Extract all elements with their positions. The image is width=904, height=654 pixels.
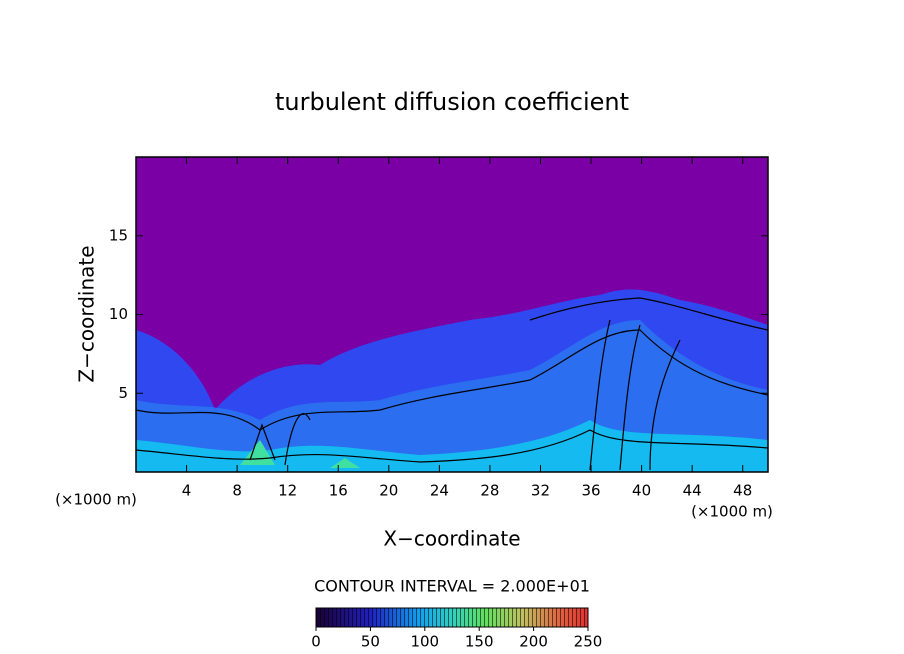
field-region xyxy=(136,420,768,472)
contour-lines xyxy=(136,297,768,471)
x-tick-label: 32 xyxy=(531,482,550,500)
x-unit-label: (×1000 m) xyxy=(55,491,137,509)
contour-interval-label: CONTOUR INTERVAL = 2.000E+01 xyxy=(314,577,590,596)
x-tick-label: 16 xyxy=(329,482,348,500)
colorbar-stripes xyxy=(316,608,588,627)
x-tick-label: 36 xyxy=(581,482,600,500)
x-tick-label: 8 xyxy=(232,482,242,500)
x-tick-label: 28 xyxy=(480,482,499,500)
x-tick-label: 12 xyxy=(278,482,297,500)
y-tick-label: 10 xyxy=(109,305,128,323)
colorbar-tick-label: 100 xyxy=(410,633,439,651)
chart-title: turbulent diffusion coefficient xyxy=(275,88,629,116)
y-tick-label: 15 xyxy=(109,226,128,244)
x-tick-label: 4 xyxy=(182,482,192,500)
field-region xyxy=(240,440,360,468)
colorbar-tick-label: 50 xyxy=(361,633,380,651)
colorbar-tick-label: 200 xyxy=(519,633,548,651)
colorbar-tick-label: 0 xyxy=(311,633,321,651)
contour-field xyxy=(136,157,768,472)
colorbar-tick-label: 250 xyxy=(574,633,603,651)
x-tick-label: 48 xyxy=(733,482,752,500)
x-tick-label: 20 xyxy=(379,482,398,500)
colorbar-frame xyxy=(315,607,589,628)
colorbar-tick-label: 150 xyxy=(465,633,494,651)
y-tick-label: 5 xyxy=(118,384,128,402)
x-axis-label: X−coordinate xyxy=(383,527,520,551)
x-tick-label: 40 xyxy=(632,482,651,500)
x-unit-label: (×1000 m) xyxy=(691,503,773,521)
y-axis-label: Z−coordinate xyxy=(75,245,99,382)
x-tick-label: 24 xyxy=(430,482,449,500)
x-tick-label: 44 xyxy=(683,482,702,500)
